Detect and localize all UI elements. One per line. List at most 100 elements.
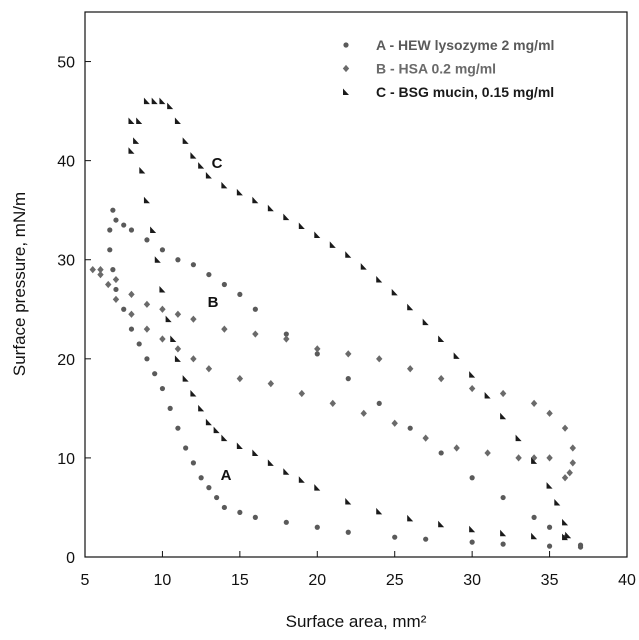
point [407, 365, 414, 373]
point [110, 207, 116, 213]
point [190, 460, 196, 466]
point [128, 117, 135, 124]
point [128, 326, 135, 332]
point [546, 454, 553, 462]
point [139, 167, 146, 174]
y-tick-label: 10 [57, 451, 75, 468]
point [113, 286, 119, 293]
point [499, 389, 507, 398]
point [136, 341, 142, 347]
y-tick-label: 20 [57, 352, 75, 369]
point [267, 379, 275, 388]
point [531, 457, 538, 464]
point [236, 375, 244, 383]
legend-marker [342, 64, 350, 73]
x-tick-label: 10 [154, 572, 172, 589]
point [360, 263, 367, 270]
point [562, 533, 569, 541]
point [182, 375, 189, 382]
point [144, 237, 150, 243]
point [167, 102, 174, 110]
point [500, 494, 506, 501]
point [569, 459, 576, 467]
point [167, 405, 173, 411]
point [484, 449, 491, 457]
point [159, 385, 166, 392]
point [283, 519, 289, 525]
point [577, 542, 584, 548]
point [314, 351, 320, 357]
point [190, 152, 197, 159]
point [150, 226, 157, 233]
point [329, 241, 336, 248]
point [206, 485, 212, 491]
point [345, 350, 352, 358]
point [159, 305, 166, 313]
point [515, 454, 522, 462]
y-tick-label: 0 [66, 550, 75, 567]
point [391, 288, 398, 296]
point [128, 147, 135, 154]
point [159, 97, 166, 105]
point [190, 390, 197, 397]
point [174, 310, 182, 318]
point [151, 97, 158, 105]
point [133, 137, 140, 144]
point [174, 117, 181, 124]
point [469, 475, 475, 481]
point [298, 476, 305, 483]
point [531, 532, 538, 540]
point [107, 247, 113, 253]
point [198, 162, 205, 169]
point [165, 315, 172, 323]
point [221, 181, 228, 189]
point [136, 117, 143, 124]
point [422, 318, 429, 326]
point [376, 276, 383, 283]
point [128, 227, 135, 233]
point [360, 409, 367, 417]
x-tick-label: 20 [308, 572, 326, 589]
point [221, 325, 228, 333]
point [205, 418, 212, 426]
point [438, 450, 444, 456]
point [159, 335, 166, 343]
point [554, 499, 561, 506]
point [298, 222, 305, 230]
point [314, 345, 321, 353]
point [205, 365, 213, 373]
point [252, 196, 259, 204]
point [112, 275, 120, 284]
point [566, 469, 573, 477]
point [143, 325, 151, 333]
x-tick-label: 5 [81, 572, 90, 589]
point [205, 172, 212, 179]
point [345, 498, 352, 505]
point [113, 217, 119, 223]
point [190, 315, 197, 323]
point [152, 371, 158, 377]
point [469, 525, 476, 533]
point [213, 426, 220, 434]
legend-label: C - BSG mucin, 0.15 mg/ml [376, 84, 554, 100]
point [174, 355, 181, 362]
y-tick-label: 50 [57, 55, 75, 72]
legend-label: B - HSA 0.2 mg/ml [376, 61, 496, 77]
point [376, 507, 383, 515]
point [105, 280, 112, 289]
point [407, 303, 414, 311]
point [159, 285, 166, 293]
point [561, 424, 569, 432]
point [143, 97, 150, 105]
legend-marker [343, 88, 349, 95]
point [283, 213, 290, 221]
point [298, 389, 305, 398]
point [407, 425, 413, 431]
x-tick-label: 35 [541, 572, 559, 589]
point [144, 356, 150, 362]
point [469, 539, 475, 545]
point [314, 524, 320, 530]
point [565, 531, 572, 539]
